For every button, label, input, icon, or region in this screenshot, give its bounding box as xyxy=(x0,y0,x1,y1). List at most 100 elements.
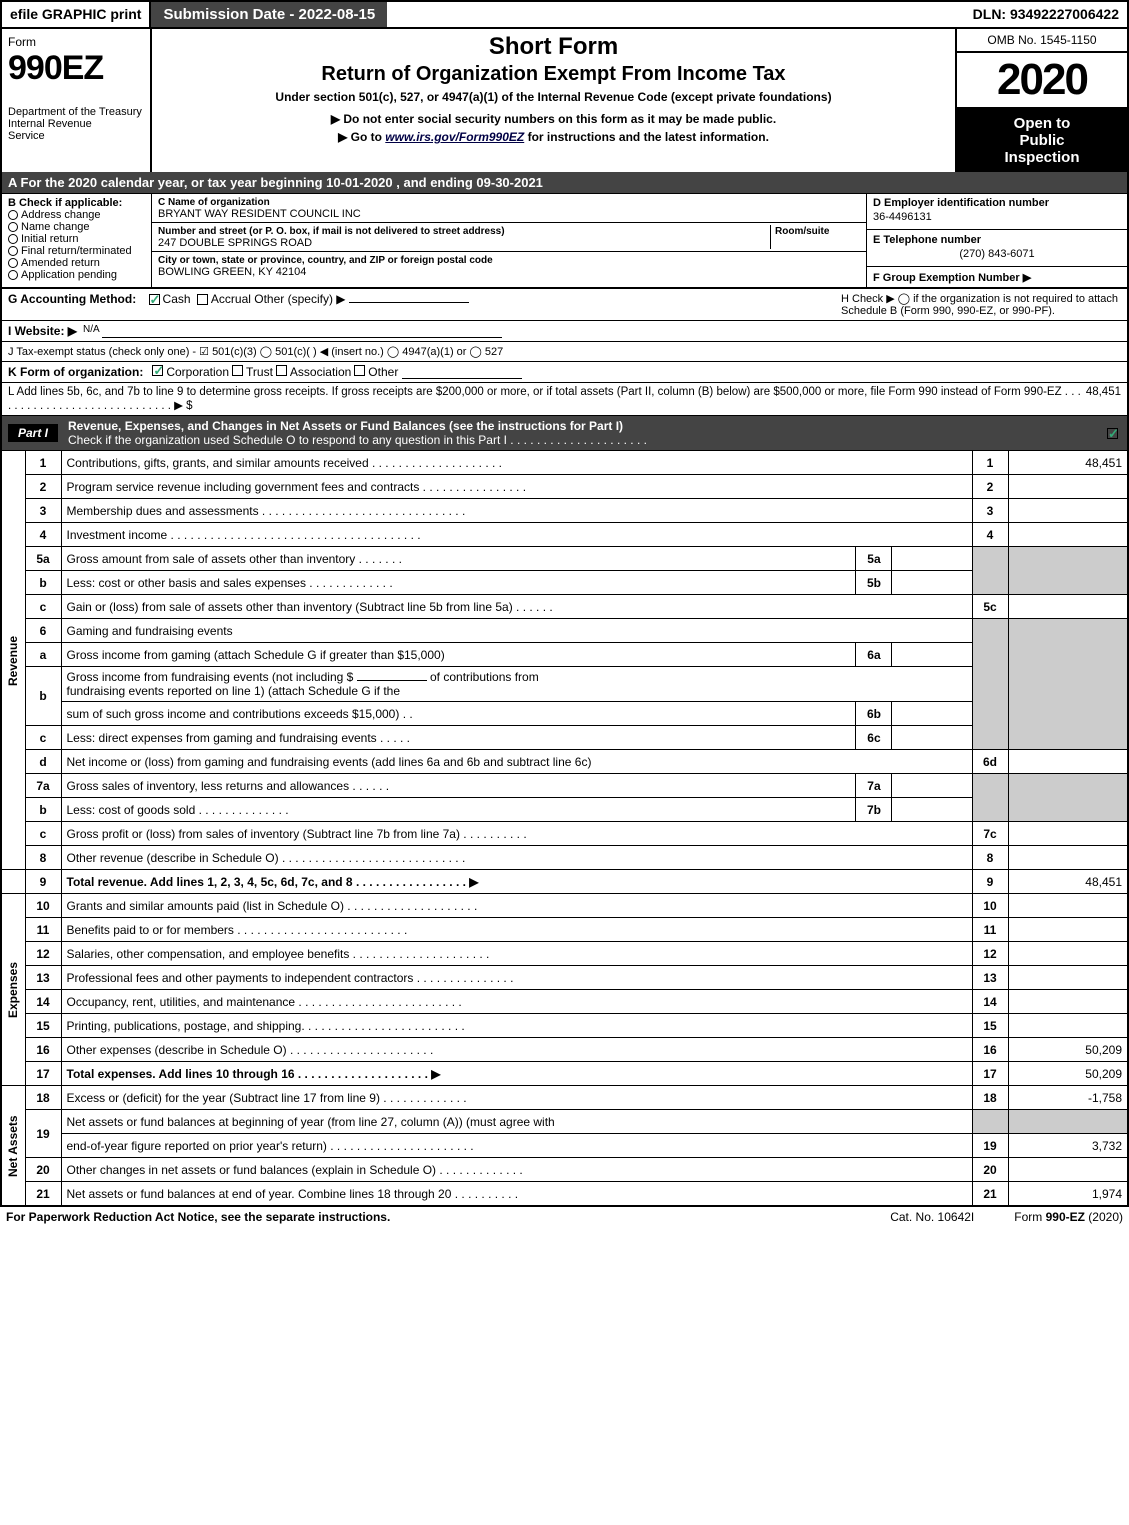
line-6a-no: a xyxy=(25,643,61,667)
revenue-sidelabel: Revenue xyxy=(1,451,25,870)
form-number: 990EZ xyxy=(8,49,144,88)
row-5b: b Less: cost or other basis and sales ex… xyxy=(1,571,1128,595)
row-1: Revenue 1 Contributions, gifts, grants, … xyxy=(1,451,1128,475)
line-6b-desc-l3: sum of such gross income and contributio… xyxy=(61,702,856,726)
opt-initial-return[interactable]: Initial return xyxy=(8,233,145,245)
line-6b-no: b xyxy=(25,667,61,726)
other-specify-input[interactable] xyxy=(349,302,469,303)
check-trust[interactable] xyxy=(232,365,243,376)
room-suite-label: Room/suite xyxy=(775,226,829,237)
opt-application-pending[interactable]: Application pending xyxy=(8,269,145,281)
opt-amended-return[interactable]: Amended return xyxy=(8,257,145,269)
line-12-amt xyxy=(1008,942,1128,966)
line-12-rno: 12 xyxy=(972,942,1008,966)
line-12-desc: Salaries, other compensation, and employ… xyxy=(61,942,972,966)
line-14-desc: Occupancy, rent, utilities, and maintena… xyxy=(61,990,972,1014)
line-5c-no: c xyxy=(25,595,61,619)
opt-final-return[interactable]: Final return/terminated xyxy=(8,245,145,257)
shade-6-amt xyxy=(1008,619,1128,750)
opt-address-change[interactable]: Address change xyxy=(8,209,145,221)
line-16-no: 16 xyxy=(25,1038,61,1062)
org-city: BOWLING GREEN, KY 42104 xyxy=(158,266,306,278)
efile-print-label[interactable]: efile GRAPHIC print xyxy=(2,2,151,27)
line-1-amt: 48,451 xyxy=(1008,451,1128,475)
line-6-no: 6 xyxy=(25,619,61,643)
title-column: Short Form Return of Organization Exempt… xyxy=(152,29,957,172)
group-exemption-label: F Group Exemption Number ▶ xyxy=(873,271,1121,284)
row-20: 20 Other changes in net assets or fund b… xyxy=(1,1158,1128,1182)
line-5c-desc: Gain or (loss) from sale of assets other… xyxy=(61,595,972,619)
line-18-no: 18 xyxy=(25,1086,61,1110)
right-column: OMB No. 1545-1150 2020 Open to Public In… xyxy=(957,29,1127,172)
check-corporation[interactable] xyxy=(152,365,163,376)
dept-line-3: Service xyxy=(8,130,144,142)
check-cash[interactable] xyxy=(149,294,160,305)
line-5b-desc: Less: cost or other basis and sales expe… xyxy=(61,571,856,595)
spacer xyxy=(387,2,964,27)
line-6b-blank[interactable] xyxy=(357,680,427,681)
irs-link[interactable]: www.irs.gov/Form990EZ xyxy=(385,130,524,144)
line-17-amt: 50,209 xyxy=(1008,1062,1128,1086)
check-association[interactable] xyxy=(276,365,287,376)
other-org-input[interactable] xyxy=(402,365,522,379)
line-11-rno: 11 xyxy=(972,918,1008,942)
ssn-note: ▶ Do not enter social security numbers o… xyxy=(162,112,945,126)
line-17-desc-text: Total expenses. Add lines 10 through 16 … xyxy=(67,1067,441,1081)
form-footer-pre: Form xyxy=(1014,1210,1045,1224)
form-title: Short Form xyxy=(162,33,945,61)
line-9-rno: 9 xyxy=(972,870,1008,894)
line-l-text: L Add lines 5b, 6c, and 7b to line 9 to … xyxy=(8,386,1083,412)
line-14-amt xyxy=(1008,990,1128,1014)
line-19-amt: 3,732 xyxy=(1008,1134,1128,1158)
part-1-checknote: Check if the organization used Schedule … xyxy=(68,433,647,447)
line-7b-subval xyxy=(892,798,972,822)
row-8: 8 Other revenue (describe in Schedule O)… xyxy=(1,846,1128,870)
opt-name-change[interactable]: Name change xyxy=(8,221,145,233)
org-city-row: City or town, state or province, country… xyxy=(152,252,866,280)
line-6c-subval xyxy=(892,726,972,750)
opt-final-return-label: Final return/terminated xyxy=(21,245,132,257)
line-9-no: 9 xyxy=(25,870,61,894)
line-k-label: K Form of organization: xyxy=(8,365,143,379)
line-8-amt xyxy=(1008,846,1128,870)
line-i-label: I Website: ▶ xyxy=(8,324,77,338)
check-accrual[interactable] xyxy=(197,294,208,305)
part-1-checkbox[interactable] xyxy=(1104,426,1121,440)
link-suffix: for instructions and the latest informat… xyxy=(524,130,769,144)
box-b-label: B Check if applicable: xyxy=(8,197,145,209)
opt-other-label: Other (specify) ▶ xyxy=(254,292,345,306)
line-9-desc-text: Total revenue. Add lines 1, 2, 3, 4, 5c,… xyxy=(67,875,479,889)
line-1-rno: 1 xyxy=(972,451,1008,475)
line-8-no: 8 xyxy=(25,846,61,870)
opt-address-change-label: Address change xyxy=(21,209,101,221)
part-1-title-text: Revenue, Expenses, and Changes in Net As… xyxy=(68,419,623,433)
line-18-desc: Excess or (deficit) for the year (Subtra… xyxy=(61,1086,972,1110)
line-5b-no: b xyxy=(25,571,61,595)
line-7b-sublno: 7b xyxy=(856,798,892,822)
line-6b-desc-1: Gross income from fundraising events (no… xyxy=(61,667,972,702)
line-9-amt: 48,451 xyxy=(1008,870,1128,894)
line-17-rno: 17 xyxy=(972,1062,1008,1086)
line-13-no: 13 xyxy=(25,966,61,990)
omb-number: OMB No. 1545-1150 xyxy=(957,29,1127,53)
check-other-org[interactable] xyxy=(354,365,365,376)
opt-corporation-label: Corporation xyxy=(166,365,229,379)
org-city-label: City or town, state or province, country… xyxy=(158,255,493,266)
line-j-row: J Tax-exempt status (check only one) - ☑… xyxy=(0,342,1129,362)
line-17-no: 17 xyxy=(25,1062,61,1086)
line-8-rno: 8 xyxy=(972,846,1008,870)
row-5c: c Gain or (loss) from sale of assets oth… xyxy=(1,595,1128,619)
part-1-title: Revenue, Expenses, and Changes in Net As… xyxy=(68,419,647,447)
line-18-rno: 18 xyxy=(972,1086,1008,1110)
link-prefix: ▶ Go to xyxy=(338,130,385,144)
line-4-desc: Investment income . . . . . . . . . . . … xyxy=(61,523,972,547)
opt-other-org-label: Other xyxy=(368,365,398,379)
line-5a-no: 5a xyxy=(25,547,61,571)
row-10: Expenses 10 Grants and similar amounts p… xyxy=(1,894,1128,918)
row-2: 2 Program service revenue including gove… xyxy=(1,475,1128,499)
shade-5 xyxy=(972,547,1008,595)
shade-7-amt xyxy=(1008,774,1128,822)
line-12-no: 12 xyxy=(25,942,61,966)
footer: For Paperwork Reduction Act Notice, see … xyxy=(0,1206,1129,1227)
line-17-desc: Total expenses. Add lines 10 through 16 … xyxy=(61,1062,972,1086)
